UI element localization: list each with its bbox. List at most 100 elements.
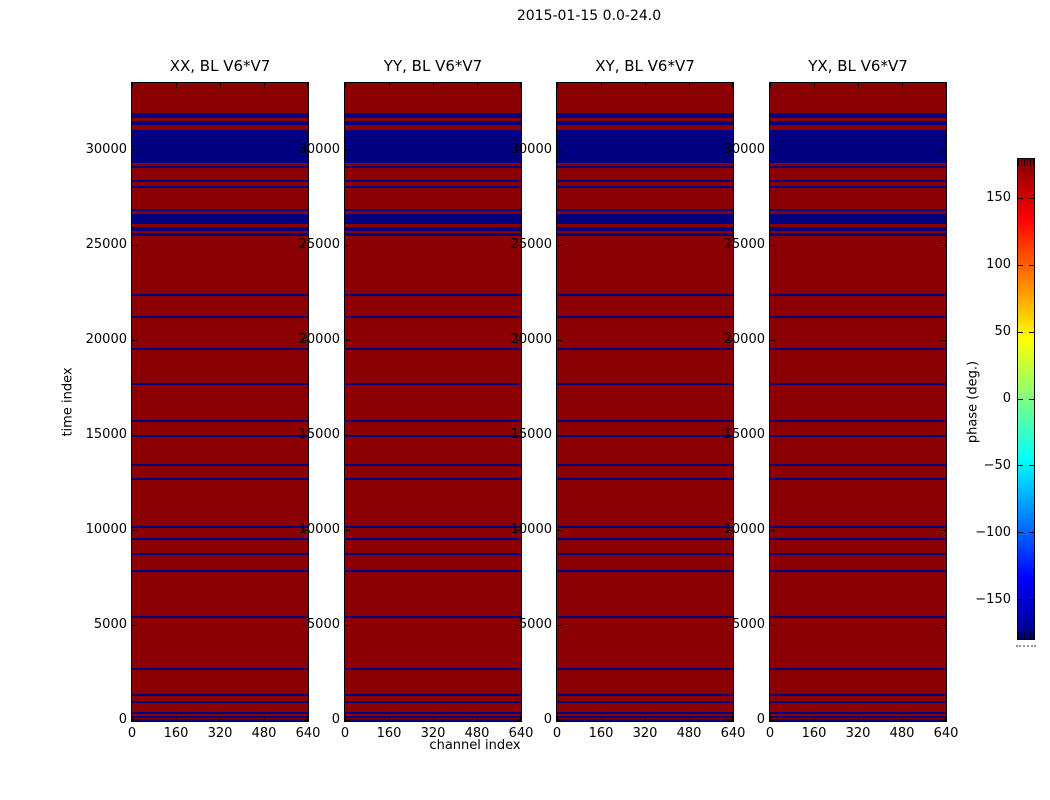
low-phase-band: [770, 294, 946, 297]
low-phase-band: [557, 667, 733, 670]
y-tick-label: 5000: [731, 617, 765, 633]
colorbar-tick-label: 0: [1002, 391, 1011, 406]
low-phase-band: [557, 165, 733, 168]
low-phase-band: [770, 419, 946, 422]
low-phase-band: [345, 616, 521, 619]
x-tick-label: 480: [251, 726, 277, 741]
low-phase-band: [770, 347, 946, 350]
low-phase-band: [345, 712, 521, 714]
y-tick-mark: [345, 150, 350, 151]
y-tick-mark: [345, 435, 350, 437]
low-phase-band: [770, 120, 946, 125]
low-phase-band: [770, 694, 946, 697]
x-tick-mark: [388, 83, 390, 88]
low-phase-band: [557, 233, 733, 236]
colorbar-tick-mark: [1018, 264, 1023, 266]
low-phase-band: [345, 315, 521, 318]
low-phase-band: [345, 120, 521, 125]
low-phase-band: [345, 179, 521, 182]
x-tick-label: 160: [163, 726, 189, 741]
colorbar-tick-mark: [1029, 465, 1034, 467]
y-tick-mark: [941, 625, 946, 627]
x-tick-mark: [263, 716, 265, 721]
low-phase-band: [557, 701, 733, 703]
y-tick-label: 15000: [510, 427, 552, 443]
low-phase-band: [132, 694, 308, 697]
low-phase-band: [557, 552, 733, 555]
y-tick-label: 15000: [85, 427, 127, 443]
low-phase-band: [770, 129, 946, 163]
low-phase-band: [770, 214, 946, 224]
x-tick-mark: [857, 83, 859, 88]
x-tick-mark: [770, 83, 771, 88]
low-phase-band: [770, 667, 946, 670]
colorbar-tick-label: −100: [975, 524, 1011, 540]
x-tick-mark: [901, 83, 903, 88]
low-phase-band: [132, 165, 308, 168]
x-tick-mark: [263, 83, 265, 88]
y-tick-mark: [516, 340, 521, 342]
low-phase-band: [770, 464, 946, 467]
y-tick-label: 25000: [85, 237, 127, 253]
x-tick-mark: [520, 83, 521, 88]
colorbar-top-hatch: [1018, 159, 1034, 166]
low-phase-band: [345, 382, 521, 385]
x-tick-mark: [432, 716, 434, 721]
y-tick-label: 30000: [85, 142, 127, 157]
y-tick-mark: [345, 530, 350, 532]
y-tick-mark: [557, 530, 562, 532]
low-phase-band: [132, 419, 308, 422]
low-phase-band: [770, 537, 946, 540]
low-phase-band: [132, 552, 308, 555]
x-tick-mark: [600, 83, 602, 88]
colorbar-tick-label: 100: [986, 257, 1011, 273]
x-tick-label: 320: [845, 726, 871, 741]
y-tick-mark: [941, 150, 946, 151]
x-tick-mark: [175, 716, 177, 721]
x-tick-mark: [857, 716, 859, 721]
low-phase-band: [345, 165, 521, 168]
low-phase-band: [345, 214, 521, 224]
low-phase-band: [345, 464, 521, 467]
heatmap-panel: [131, 82, 309, 722]
low-phase-band: [557, 537, 733, 540]
y-tick-mark: [132, 720, 137, 721]
x-tick-mark: [388, 716, 390, 721]
y-tick-mark: [132, 245, 137, 247]
low-phase-band: [132, 537, 308, 540]
low-phase-band: [770, 525, 946, 528]
low-phase-band: [132, 315, 308, 318]
y-tick-mark: [770, 340, 775, 342]
low-phase-band: [132, 208, 308, 211]
low-phase-band: [345, 435, 521, 438]
y-tick-mark: [941, 245, 946, 247]
x-tick-mark: [813, 716, 815, 721]
y-tick-mark: [728, 150, 733, 151]
low-phase-band: [132, 214, 308, 224]
colorbar-tick-mark: [1029, 264, 1034, 266]
low-phase-band: [345, 694, 521, 697]
low-phase-band: [770, 569, 946, 572]
y-tick-mark: [132, 625, 137, 627]
y-tick-mark: [728, 625, 733, 627]
y-tick-label: 0: [331, 712, 340, 727]
y-tick-mark: [132, 340, 137, 342]
low-phase-band: [132, 701, 308, 703]
y-tick-mark: [345, 625, 350, 627]
y-tick-mark: [303, 245, 308, 247]
y-tick-label: 5000: [306, 617, 340, 633]
low-phase-band: [770, 435, 946, 438]
y-tick-label: 10000: [723, 522, 765, 538]
y-tick-label: 10000: [298, 522, 340, 538]
x-tick-mark: [132, 83, 133, 88]
low-phase-band: [132, 294, 308, 297]
low-phase-band: [770, 616, 946, 619]
y-tick-label: 0: [118, 712, 127, 727]
y-tick-label: 20000: [723, 332, 765, 348]
colorbar-extend-dotted-line: [1016, 645, 1036, 647]
y-tick-label: 5000: [93, 617, 127, 633]
low-phase-band: [770, 208, 946, 211]
low-phase-band: [557, 226, 733, 232]
low-phase-band: [132, 712, 308, 714]
